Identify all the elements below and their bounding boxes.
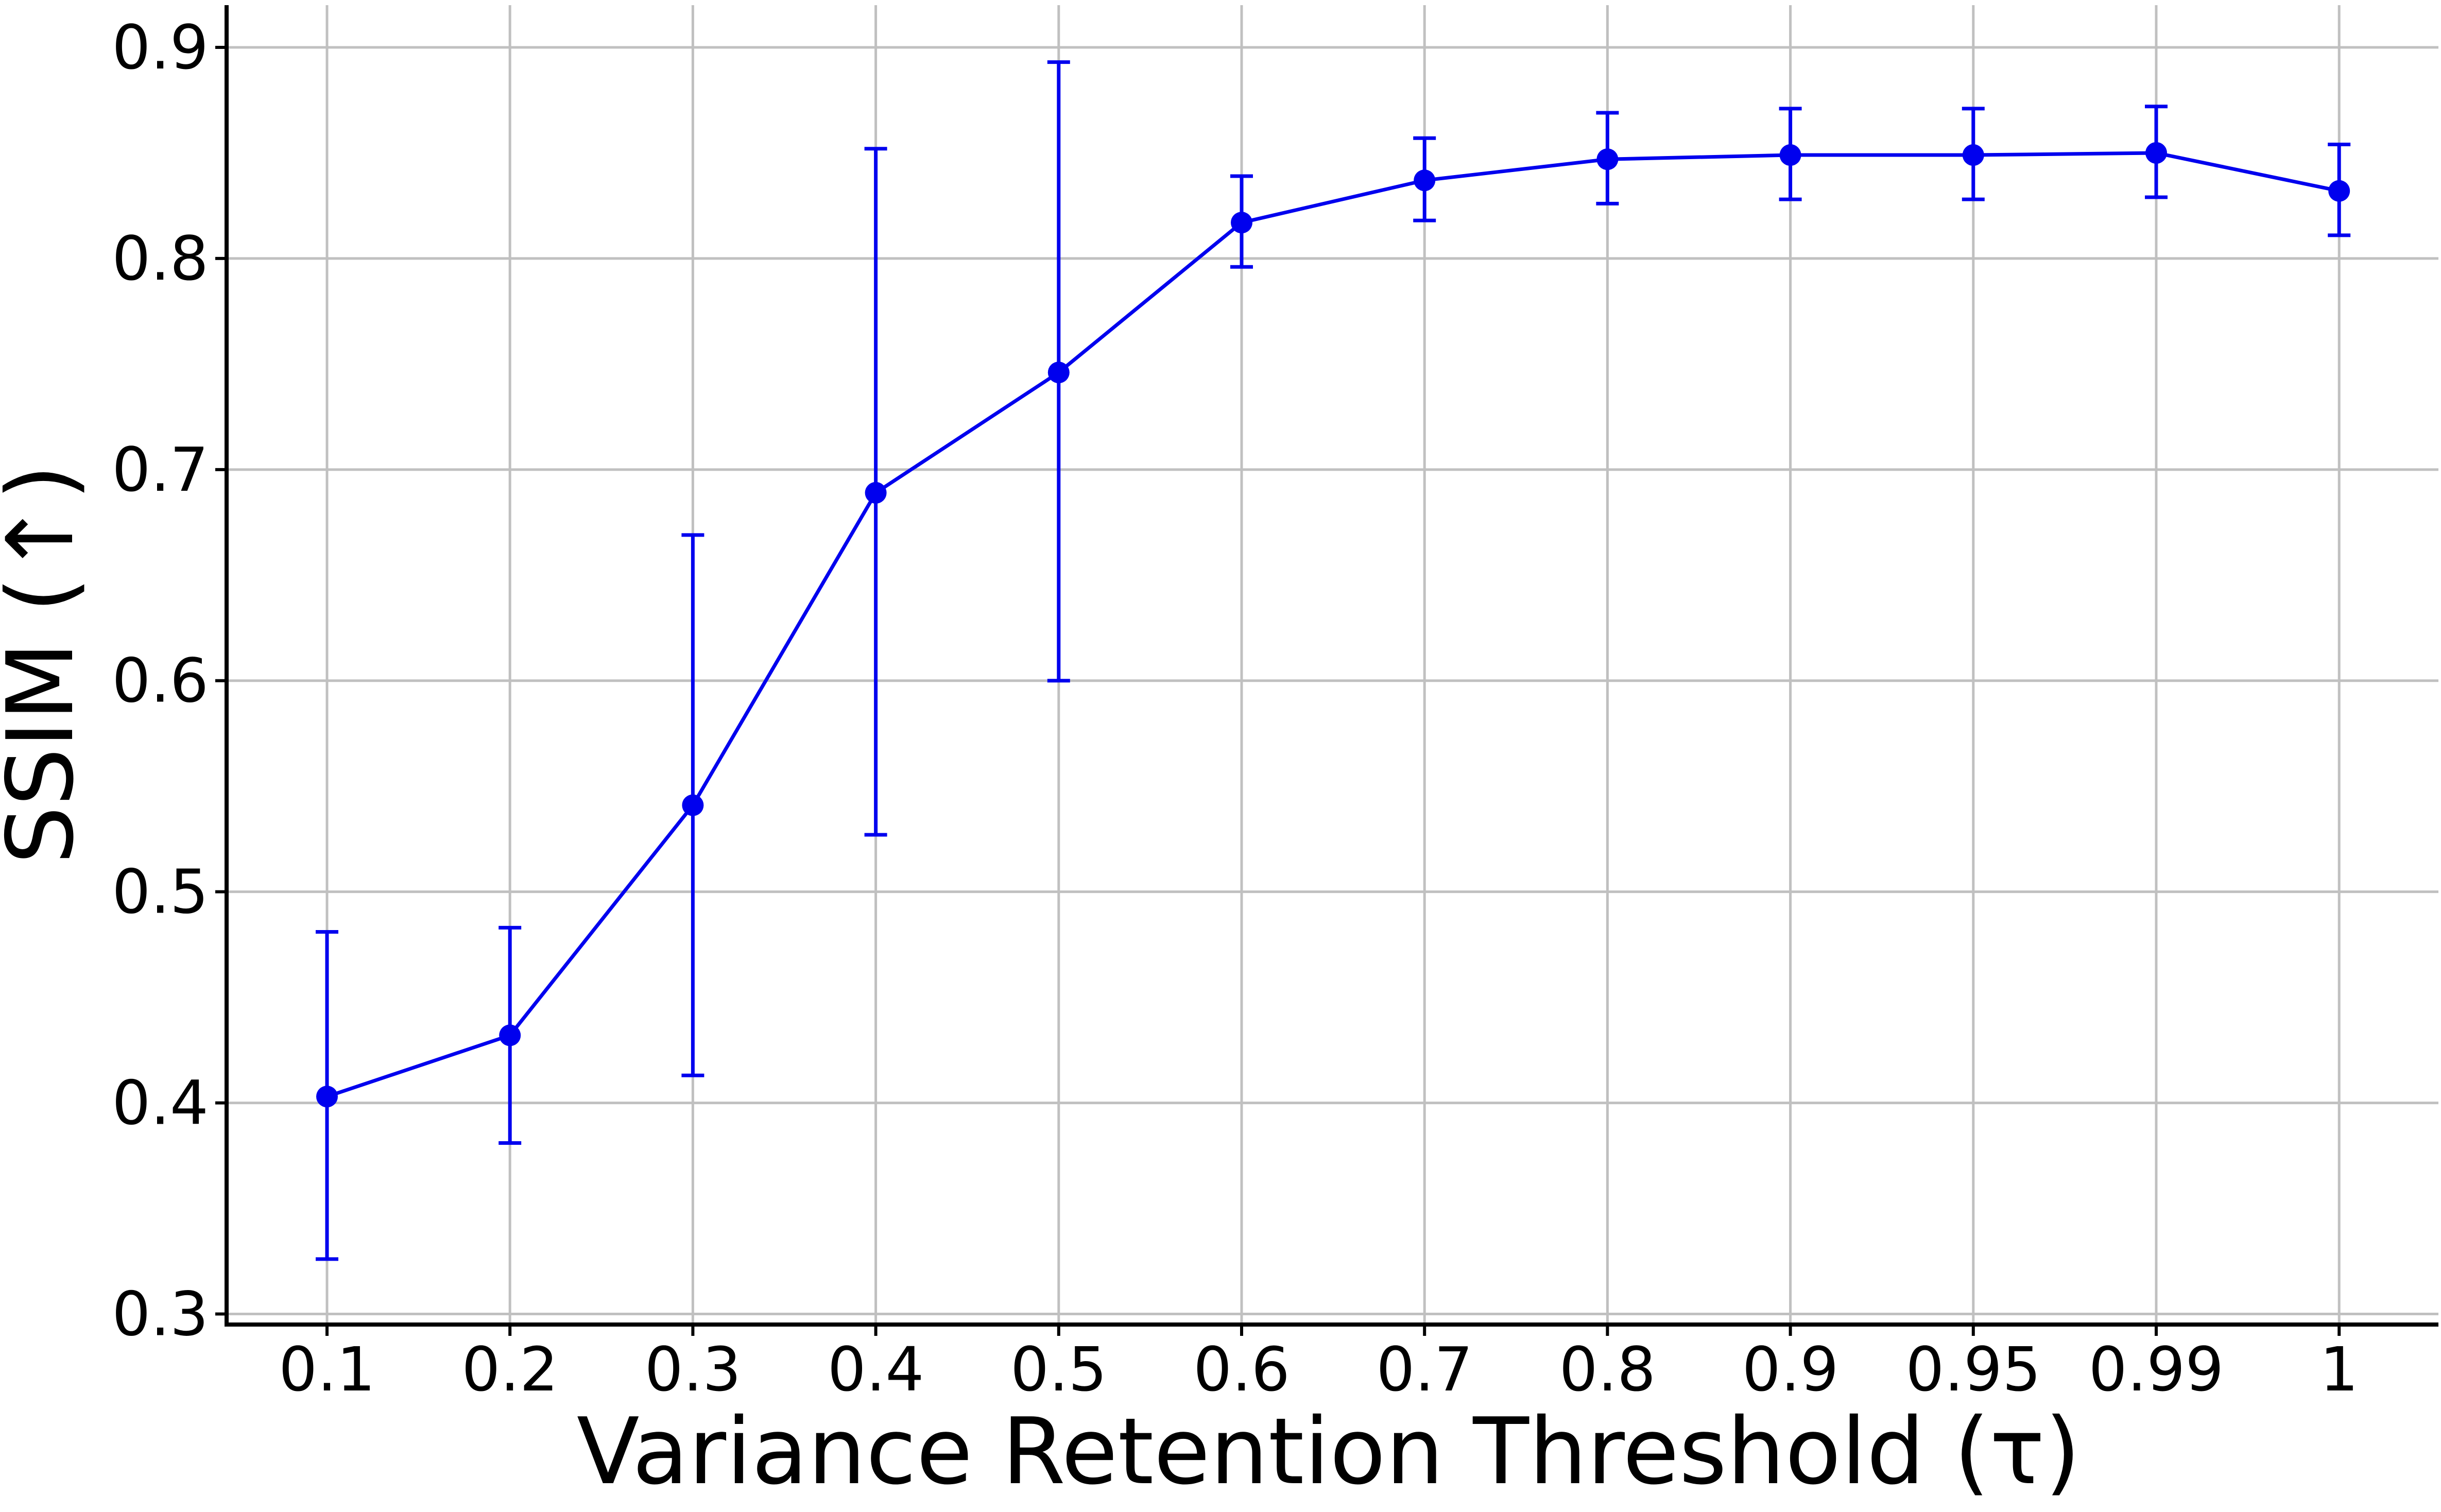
data-point [1779, 144, 1801, 166]
y-tick-label: 0.6 [112, 645, 209, 716]
data-point [682, 794, 704, 816]
x-tick-label: 0.3 [645, 1334, 742, 1405]
data-point [865, 482, 887, 504]
series-line [326, 151, 2340, 1098]
data-points [316, 142, 2350, 1108]
x-tick-label: 0.1 [279, 1334, 375, 1405]
y-axis-ticks: 0.3 0.4 0.5 0.6 0.7 0.8 0.9 [112, 12, 227, 1350]
axes [225, 5, 2438, 1327]
x-tick-label: 0.95 [1905, 1334, 2041, 1405]
data-point [2328, 180, 2350, 202]
data-point [316, 1086, 338, 1108]
data-point [1047, 362, 1070, 384]
x-tick-label: 0.6 [1193, 1334, 1290, 1405]
x-tick-label: 0.4 [828, 1334, 924, 1405]
data-point [2145, 142, 2167, 164]
x-tick-label: 0.7 [1376, 1334, 1473, 1405]
x-tick-label: 0.9 [1742, 1334, 1839, 1405]
x-tick-label: 1 [2320, 1334, 2359, 1405]
data-point [1962, 144, 1984, 166]
x-axis-ticks: 0.1 0.2 0.3 0.4 0.5 0.6 0.7 0.8 0.9 0.95 0.99 1 [279, 1325, 2359, 1405]
y-tick-label: 0.9 [112, 12, 209, 83]
y-tick-label: 0.7 [112, 434, 209, 505]
data-point [1231, 212, 1252, 234]
y-tick-label: 0.8 [112, 223, 209, 294]
y-tick-label: 0.3 [112, 1279, 209, 1350]
data-point [499, 1024, 521, 1046]
y-axis-title: SSIM (↑) [0, 465, 94, 865]
y-tick-label: 0.5 [112, 856, 209, 927]
x-tick-label: 0.99 [2089, 1334, 2224, 1405]
y-tick-label: 0.4 [112, 1068, 209, 1139]
x-tick-label: 0.5 [1010, 1334, 1107, 1405]
x-axis-title: Variance Retention Threshold (τ) [577, 1398, 2081, 1505]
x-tick-label: 0.8 [1559, 1334, 1656, 1405]
data-point [1596, 148, 1619, 170]
x-tick-label: 0.2 [461, 1334, 558, 1405]
data-point [1414, 169, 1436, 192]
